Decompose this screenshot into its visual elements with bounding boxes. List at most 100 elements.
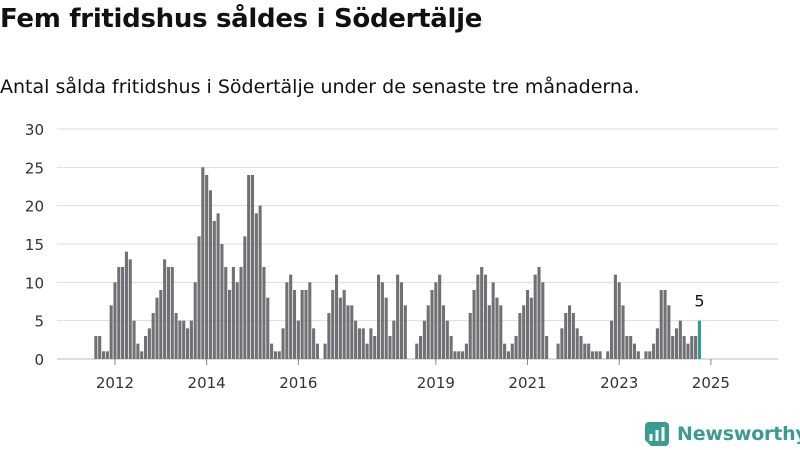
bar xyxy=(270,343,274,359)
bar xyxy=(583,343,587,359)
bar xyxy=(533,274,537,359)
bar xyxy=(568,305,572,359)
bar xyxy=(228,290,232,359)
x-tick-label: 2012 xyxy=(96,374,134,392)
bar xyxy=(476,274,480,359)
bar xyxy=(575,328,579,359)
bar xyxy=(671,336,675,359)
bar xyxy=(438,274,442,359)
x-axis-ticks: 2012 2014 2016 2019 2021 2023 2025 xyxy=(96,359,730,392)
bar xyxy=(587,343,591,359)
bar xyxy=(560,328,564,359)
bar xyxy=(487,305,491,359)
bar xyxy=(300,290,304,359)
bar xyxy=(109,305,113,359)
bar xyxy=(399,282,404,359)
x-tick-label: 2014 xyxy=(188,374,226,392)
bar xyxy=(266,297,270,359)
y-tick-label: 0 xyxy=(34,351,44,369)
bar xyxy=(545,336,549,359)
bar xyxy=(434,282,438,359)
bar xyxy=(655,328,659,359)
bar xyxy=(453,351,457,359)
bar xyxy=(682,336,686,359)
bar xyxy=(277,351,281,359)
bar xyxy=(571,313,575,359)
bar xyxy=(231,267,235,359)
bar xyxy=(224,267,228,359)
bar xyxy=(537,267,541,359)
bar xyxy=(525,290,530,359)
bar xyxy=(369,328,373,359)
bar xyxy=(197,236,201,359)
bar xyxy=(101,351,106,359)
bar xyxy=(491,282,495,359)
bar xyxy=(258,205,262,359)
bar xyxy=(503,343,507,359)
bar xyxy=(388,336,392,359)
y-axis-ticks: 0 5 10 15 20 25 30 xyxy=(25,121,44,369)
bar xyxy=(296,320,300,359)
bar xyxy=(365,343,369,359)
bar xyxy=(514,336,518,359)
bar xyxy=(304,290,308,359)
bar xyxy=(239,267,243,359)
bar xyxy=(235,282,239,359)
bar xyxy=(636,351,640,359)
bar xyxy=(678,320,682,359)
bar xyxy=(250,175,255,359)
bar xyxy=(117,267,121,359)
x-tick-label: 2023 xyxy=(600,374,638,392)
bar xyxy=(247,175,251,359)
bar xyxy=(449,336,453,359)
bar xyxy=(350,305,354,359)
x-tick-label: 2016 xyxy=(279,374,317,392)
bar xyxy=(182,320,186,359)
last-value-label: 5 xyxy=(694,292,704,311)
bar xyxy=(151,313,155,359)
bar xyxy=(384,297,388,359)
bar xyxy=(510,343,514,359)
bar xyxy=(380,282,384,359)
bar xyxy=(483,274,488,359)
bar xyxy=(262,267,266,359)
bar xyxy=(556,343,560,359)
bar xyxy=(128,259,132,359)
y-tick-label: 30 xyxy=(25,121,44,139)
bar xyxy=(94,336,98,359)
y-tick-label: 15 xyxy=(25,236,44,254)
bar xyxy=(292,290,297,359)
bar xyxy=(143,336,148,359)
bar xyxy=(342,290,346,359)
bar xyxy=(323,343,327,359)
bar xyxy=(541,282,545,359)
bar xyxy=(652,343,656,359)
bar xyxy=(674,328,679,359)
bar xyxy=(205,175,209,359)
bar xyxy=(430,290,434,359)
chart-title: Fem fritidshus såldes i Södertälje xyxy=(0,4,483,34)
bar xyxy=(193,282,197,359)
newsworthy-logo-icon xyxy=(645,422,669,446)
bar xyxy=(629,336,633,359)
bar xyxy=(174,313,178,359)
chart-subtitle: Antal sålda fritidshus i Södertälje unde… xyxy=(0,76,640,98)
bar xyxy=(163,259,167,359)
bar xyxy=(529,297,533,359)
bar xyxy=(289,274,293,359)
bar xyxy=(606,351,610,359)
bar xyxy=(594,351,598,359)
bar xyxy=(98,336,102,359)
bar xyxy=(506,351,510,359)
bar xyxy=(331,290,335,359)
bar xyxy=(415,343,419,359)
bar xyxy=(464,343,468,359)
newsworthy-logo-text: Newsworthy xyxy=(677,423,800,445)
bar xyxy=(315,343,319,359)
bar xyxy=(499,305,503,359)
bar xyxy=(632,343,637,359)
bar xyxy=(254,213,258,359)
bar xyxy=(273,351,277,359)
bar xyxy=(495,297,499,359)
